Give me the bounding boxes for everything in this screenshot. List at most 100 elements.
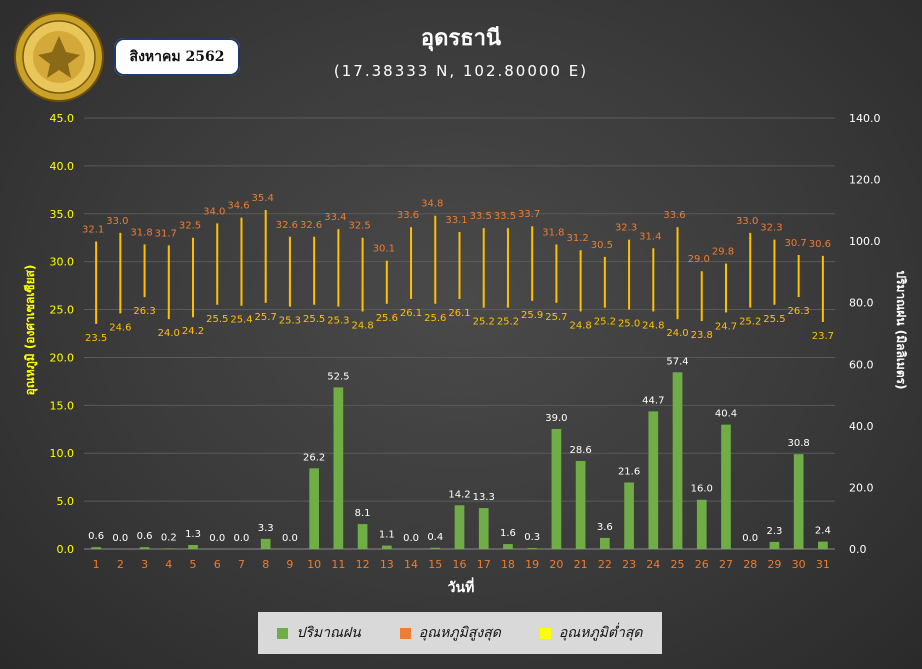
y-left-tick-label: 35.0: [50, 208, 75, 221]
legend-swatch-min-temp: [539, 627, 551, 639]
y-left-tick-label: 10.0: [50, 447, 75, 460]
y-right-tick-label: 100.0: [849, 235, 881, 248]
min-temp-label: 25.9: [521, 310, 543, 321]
data-labels: 0.6 0.0 0.6 0.2 1.3 0.0 0.0 3.3 0.0 26.2 52.5 8.1 1.…: [82, 193, 834, 544]
max-temp-label: 33.7: [518, 209, 540, 220]
min-temp-label: 24.8: [642, 320, 664, 331]
legend: ปริมาณฝน อุณหภูมิสูงสุด อุณหภูมิต่ำสุด: [258, 612, 662, 654]
x-tick-label: 4: [165, 558, 172, 571]
rain-bar: [309, 468, 319, 549]
rain-bar: [648, 411, 659, 549]
y-left-tick-label: 15.0: [50, 399, 75, 412]
rain-value-label: 1.6: [500, 528, 516, 539]
max-temp-label: 30.6: [809, 239, 831, 250]
y-right-tick-label: 20.0: [849, 481, 874, 494]
rain-value-label: 1.3: [185, 529, 201, 540]
x-axis-label: วันที่: [448, 577, 475, 596]
chart-title: อุดรธานี: [420, 26, 502, 51]
min-temp-label: 25.7: [255, 312, 277, 323]
legend-item-rain: ปริมาณฝน: [277, 622, 361, 644]
legend-label-rain: ปริมาณฝน: [296, 625, 361, 641]
max-temp-label: 29.8: [712, 247, 734, 258]
rain-bar: [163, 548, 174, 549]
rain-value-label: 2.4: [815, 526, 831, 537]
y-left-tick-label: 25.0: [50, 304, 75, 317]
rain-value-label: 0.0: [209, 533, 225, 544]
min-temp-label: 26.1: [448, 308, 470, 319]
rain-bars: [91, 372, 828, 549]
rain-bar: [503, 544, 513, 549]
x-tick-label: 19: [525, 558, 539, 571]
rain-value-label: 57.4: [666, 356, 688, 367]
x-tick-label: 10: [307, 558, 321, 571]
x-tick-label: 26: [695, 558, 709, 571]
rain-value-label: 0.0: [403, 533, 419, 544]
rain-bar: [551, 428, 562, 549]
x-tick-label: 8: [262, 558, 269, 571]
rain-value-label: 0.6: [88, 531, 104, 542]
min-temp-label: 26.1: [400, 308, 422, 319]
min-temp-label: 25.4: [230, 315, 252, 326]
min-temp-label: 25.3: [327, 316, 349, 327]
max-temp-label: 34.0: [203, 206, 225, 217]
max-temp-label: 31.2: [566, 233, 588, 244]
legend-item-min-temp: อุณหภูมิต่ำสุด: [539, 622, 643, 644]
rain-value-label: 2.3: [766, 526, 782, 537]
min-temp-label: 24.7: [715, 321, 737, 332]
min-temp-label: 23.7: [812, 331, 834, 342]
rain-bar: [478, 508, 489, 549]
rain-value-label: 0.0: [282, 533, 298, 544]
legend-label-max-temp: อุณหภูมิสูงสุด: [418, 625, 501, 641]
rain-bar: [624, 482, 634, 549]
rain-value-label: 39.0: [545, 413, 567, 424]
rain-bar: [793, 454, 804, 549]
x-tick-label: 25: [671, 558, 685, 571]
rain-value-label: 44.7: [642, 395, 664, 406]
x-tick-label: 1: [93, 558, 100, 571]
max-temp-label: 29.0: [688, 254, 710, 265]
min-temp-label: 25.2: [594, 317, 616, 328]
rain-value-label: 21.6: [618, 467, 640, 478]
rain-value-label: 3.6: [597, 522, 613, 533]
y-right-tick-label: 0.0: [849, 543, 867, 556]
rain-value-label: 8.1: [355, 508, 371, 519]
y-axis-left-label: อุณหภูมิ (องศาเซลเซียส): [23, 265, 38, 396]
x-tick-label: 6: [214, 558, 221, 571]
x-tick-label: 22: [598, 558, 612, 571]
y-right-tick-label: 80.0: [849, 297, 874, 310]
max-temp-label: 34.8: [421, 199, 443, 210]
rain-value-label: 40.4: [715, 409, 737, 420]
min-temp-label: 24.2: [182, 326, 204, 337]
x-tick-label: 7: [238, 558, 245, 571]
x-tick-label: 31: [816, 558, 830, 571]
max-temp-label: 31.7: [155, 228, 177, 239]
x-tick-label: 9: [286, 558, 293, 571]
rain-bar: [818, 541, 828, 549]
x-tick-label: 5: [190, 558, 197, 571]
x-tick-label: 29: [767, 558, 781, 571]
x-tick-label: 17: [477, 558, 491, 571]
max-temp-label: 32.5: [179, 221, 201, 232]
max-temp-label: 33.0: [736, 216, 758, 227]
x-tick-label: 18: [501, 558, 515, 571]
min-temp-label: 24.6: [109, 322, 131, 333]
y-axis-right-label: ปริมาณฝน (มิลลิเมตร): [894, 270, 908, 389]
y-right-tick-label: 40.0: [849, 420, 874, 433]
rain-value-label: 30.8: [788, 438, 810, 449]
min-temp-label: 24.0: [158, 328, 180, 339]
min-temp-label: 25.6: [424, 313, 446, 324]
min-temp-label: 25.2: [739, 317, 761, 328]
legend-label-min-temp: อุณหภูมิต่ำสุด: [558, 625, 643, 641]
min-temp-label: 25.7: [545, 312, 567, 323]
x-tick-label: 3: [141, 558, 148, 571]
min-temp-label: 24.8: [569, 320, 591, 331]
min-temp-label: 25.2: [473, 317, 495, 328]
max-temp-label: 32.5: [348, 221, 370, 232]
y-right-tick-label: 120.0: [849, 174, 881, 187]
y-left-tick-label: 0.0: [57, 543, 75, 556]
y-left-tick-label: 20.0: [50, 351, 75, 364]
rain-value-label: 26.2: [303, 452, 325, 463]
rain-bar: [381, 545, 392, 549]
temperature-range-lines: [95, 209, 824, 324]
